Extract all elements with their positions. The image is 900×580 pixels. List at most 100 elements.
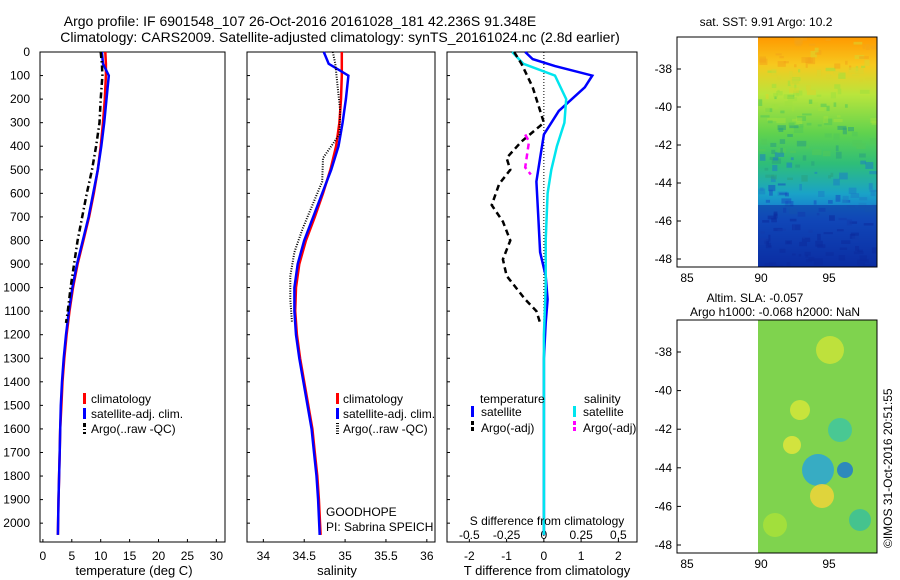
- sst-texture-cell: [783, 61, 789, 64]
- temperature-panel: [39, 51, 226, 543]
- depth-tick-label-17: 1700: [3, 445, 30, 459]
- sst-ticks-lon-label-0: 85: [680, 271, 694, 285]
- sst-texture-cell: [865, 162, 874, 169]
- sst-texture-cell: [779, 139, 786, 144]
- sst-texture-cell: [777, 89, 780, 93]
- depth-tick-label-16: 1600: [3, 422, 30, 436]
- sal-legend-satellite-swatch: [336, 408, 339, 419]
- temperature-x-tick-label-1: 5: [68, 549, 75, 563]
- sst-texture-cell: [771, 158, 782, 164]
- sst-texture-cell: [775, 53, 782, 56]
- sla-ticks-lat-label-1: -40: [655, 384, 673, 398]
- temperature-x-tick-label-4: 20: [152, 549, 166, 563]
- sst-texture-cell: [771, 104, 775, 109]
- sst-texture-cell: [865, 44, 870, 50]
- sst-texture-cell: [812, 149, 822, 156]
- sst-texture-cell: [789, 125, 799, 129]
- sst-texture-cell: [869, 189, 877, 192]
- salinity-x-tick-label-2: 35: [338, 549, 352, 563]
- sst-texture-cell: [828, 175, 832, 179]
- s-tick-label-4: 0.5: [610, 528, 627, 542]
- sst-texture-cell: [801, 57, 811, 63]
- sst-texture-cell: [868, 183, 873, 190]
- temperature-plot: 0 5 10 15 20 25 30: [40, 51, 223, 563]
- sst-texture-cell: [764, 167, 769, 171]
- differences-x-tick-label-0: -2: [464, 549, 475, 563]
- sst-texture-cell: [806, 145, 809, 149]
- sst-texture-cell: [784, 101, 793, 106]
- sst-texture-cell: [837, 88, 842, 95]
- sst-texture-cell: [765, 174, 774, 178]
- sst-texture-cell: [861, 65, 866, 68]
- sst-texture-cell: [864, 59, 870, 66]
- title-line-1: Argo profile: IF 6901548_107 26-Oct-2016…: [64, 13, 536, 29]
- depth-tick-label-2: 200: [10, 92, 30, 106]
- sst-texture-cell: [794, 37, 803, 45]
- difference-panel: [446, 51, 638, 543]
- depth-tick-label-14: 1400: [3, 375, 30, 389]
- sst-texture-cell: [830, 172, 834, 177]
- sst-texture-cell: [780, 147, 783, 154]
- sla-ticks-lat-label-0: -38: [655, 345, 673, 359]
- sst-texture-cell: [859, 89, 870, 94]
- sst-texture-cell: [759, 56, 766, 63]
- sst-ticks-lat-label-2: -42: [655, 138, 673, 152]
- sst-texture-cell: [860, 160, 867, 165]
- temperature-x-tick-label-3: 15: [123, 549, 137, 563]
- sst-texture-cell: [850, 193, 860, 198]
- sst-texture-cell: [869, 171, 877, 175]
- sla-anomaly-blob-1: [790, 400, 810, 420]
- sla-map-frame: [676, 319, 878, 554]
- sst-texture-cell: [837, 125, 847, 130]
- sst-texture-cell: [805, 62, 808, 68]
- sst-texture-cell: [777, 61, 786, 67]
- sal-legend-satellite-label: satellite-adj. clim.: [343, 407, 435, 421]
- sst-texture-cell: [829, 74, 833, 79]
- sst-texture-cell: [774, 96, 777, 100]
- depth-tick-label-6: 600: [10, 186, 30, 200]
- sst-texture-cell: [865, 77, 876, 81]
- sst-texture-cell: [825, 74, 831, 79]
- sst-texture-cell: [786, 162, 793, 168]
- temperature-legend: climatology satellite-adj. clim. Argo(..…: [83, 392, 183, 436]
- sst-texture-cell: [801, 175, 808, 182]
- sst-texture-cell: [774, 104, 779, 110]
- sal-legend-climatology-swatch: [336, 393, 339, 404]
- sst-texture-cell: [837, 115, 841, 118]
- sst-texture-cell: [758, 149, 766, 152]
- difference-xlabel-top: S difference from climatology: [470, 514, 625, 528]
- sst-texture-cell: [817, 124, 822, 127]
- sst-texture-cell: [764, 107, 770, 113]
- diff-legend-sat-s-label: satellite: [583, 405, 624, 419]
- sst-texture-cell: [758, 188, 766, 195]
- sst-texture-cell: [777, 125, 786, 131]
- sst-texture-cell: [830, 92, 837, 99]
- sst-texture-cell: [822, 150, 831, 157]
- sst-texture-cell: [767, 117, 777, 122]
- sst-texture-cell: [787, 80, 791, 87]
- sst-texture-cell: [787, 134, 793, 137]
- sst-texture-cell: [796, 117, 803, 125]
- sst-texture-cell: [758, 99, 763, 107]
- sst-texture-cell: [796, 140, 807, 147]
- sst-map-frame: [676, 36, 878, 268]
- salinity-x-tick-label-0: 34: [257, 549, 271, 563]
- sst-texture-cell: [813, 200, 817, 205]
- sst-texture-cell: [767, 120, 773, 124]
- depth-tick-label-18: 1800: [3, 469, 30, 483]
- sst-texture-cell: [834, 84, 841, 89]
- salinity-x-tick-label-4: 36: [420, 549, 434, 563]
- legend-satellite-swatch: [83, 408, 86, 419]
- sst-deep-blue-region: [758, 205, 877, 267]
- sal-legend-argo-label: Argo(..raw -QC): [343, 422, 428, 436]
- sst-texture-cell: [825, 67, 836, 72]
- sst-texture-cell: [841, 199, 847, 204]
- sla-anomaly-blob-3: [802, 454, 834, 486]
- sst-texture: [758, 37, 877, 267]
- sst-texture-cell: [776, 118, 786, 124]
- sla-ticks-lat-label-4: -46: [655, 499, 673, 513]
- sst-texture-cell: [834, 63, 841, 69]
- differences-x-tick-label-4: 2: [615, 549, 622, 563]
- salinity-series-satellite: [293, 51, 350, 535]
